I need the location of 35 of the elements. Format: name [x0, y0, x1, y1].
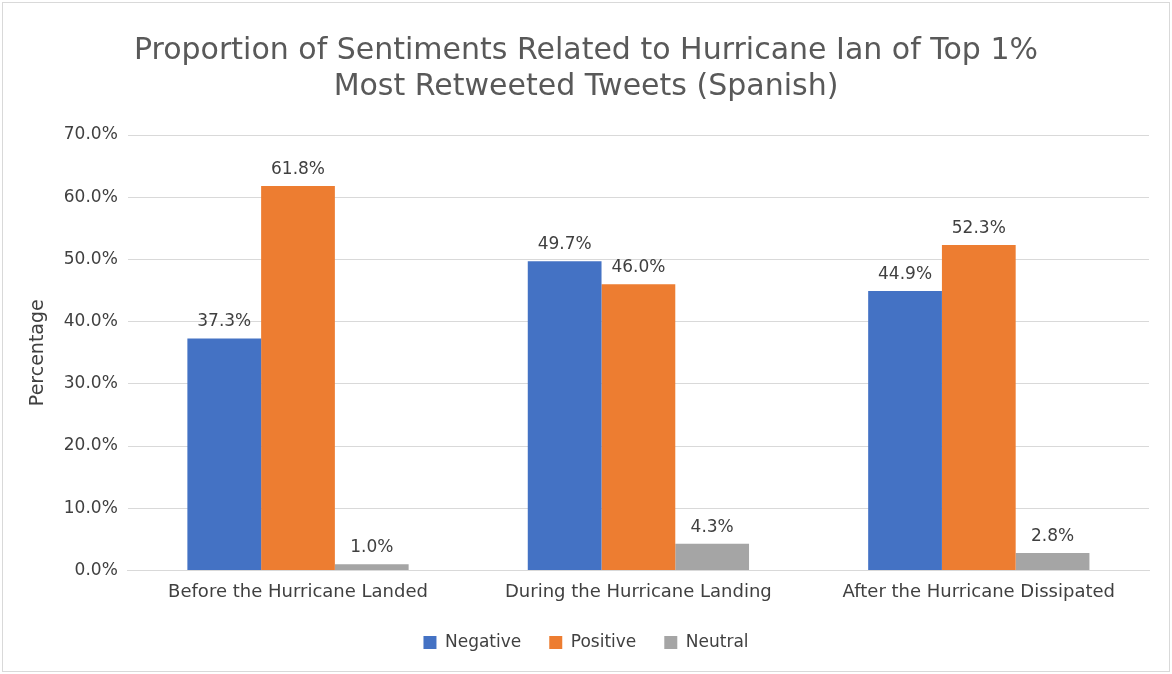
data-label: 61.8% — [271, 157, 326, 178]
y-tick-label: 20.0% — [63, 434, 118, 455]
bar — [868, 291, 942, 570]
data-label: 44.9% — [878, 263, 933, 284]
data-label: 2.8% — [1030, 524, 1075, 545]
x-tick-label: During the Hurricane Landing — [505, 579, 772, 601]
text: Most Retweeted Tweets (Spanish) — [333, 66, 839, 102]
data-label: 1.0% — [350, 536, 394, 557]
y-tick-label: 30.0% — [63, 372, 118, 393]
y-tick-label: 10.0% — [63, 496, 118, 517]
bar — [941, 245, 1016, 570]
bar — [527, 261, 602, 570]
data-label: 49.7% — [537, 233, 592, 254]
bar — [261, 186, 335, 570]
legend-label: Negative — [444, 630, 522, 651]
bar — [187, 338, 262, 570]
x-tick-label: Before the Hurricane Landed — [168, 579, 428, 601]
bar — [601, 284, 676, 570]
legend-label: Positive — [570, 630, 637, 651]
legend-label: Neutral — [685, 630, 749, 651]
y-tick-label: 70.0% — [63, 123, 118, 144]
x-tick-label: After the Hurricane Dissipated — [842, 579, 1115, 601]
bar — [1015, 552, 1090, 570]
text: Proportion of Sentiments Related to Hurricane Ian of Top 1% — [133, 30, 1039, 66]
data-label: 37.3% — [197, 310, 252, 331]
y-axis-title: Percentage — [25, 299, 48, 407]
bar — [334, 564, 409, 570]
data-label: 4.3% — [690, 515, 734, 536]
data-label: 46.0% — [611, 256, 666, 277]
y-tick-label: 40.0% — [63, 310, 118, 331]
y-tick-label: 60.0% — [63, 185, 118, 206]
y-tick-label: 50.0% — [63, 247, 118, 268]
data-label: 52.3% — [951, 217, 1006, 238]
bar — [675, 543, 750, 570]
y-tick-label: 0.0% — [74, 558, 118, 579]
